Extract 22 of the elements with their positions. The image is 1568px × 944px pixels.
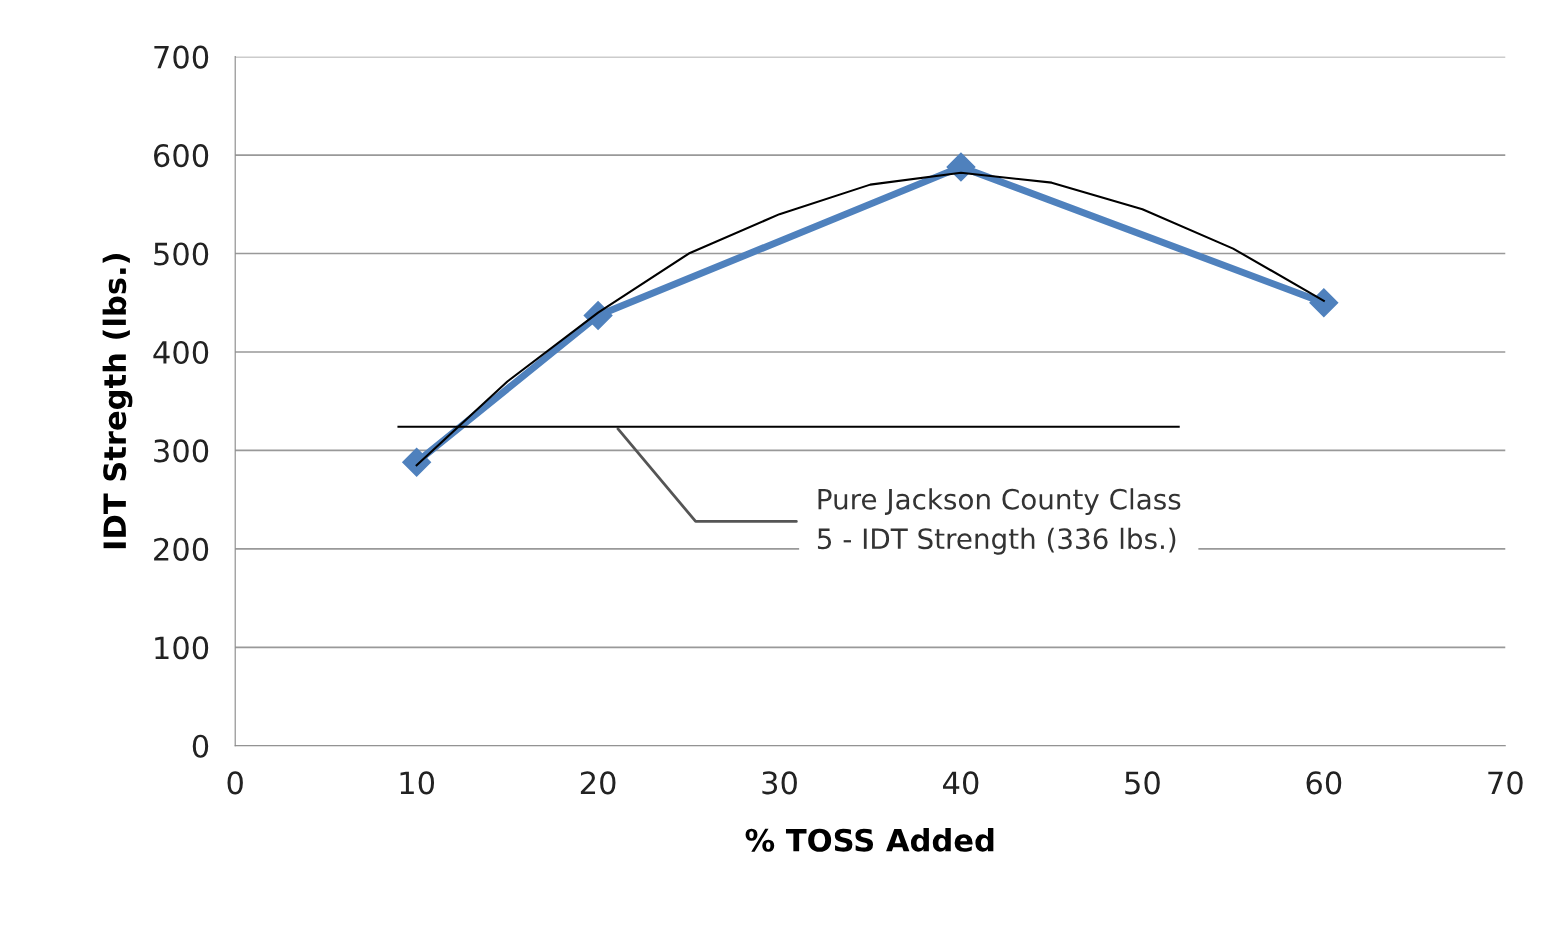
point — [946, 152, 976, 182]
annotation: Pure Jackson County Class 5 - IDT Strength (336 lbs.) — [817, 488, 1181, 555]
x-axis-title: % TOSS Added — [745, 828, 994, 852]
x-tick-label: 60 — [1306, 771, 1342, 795]
x-tick-label: 70 — [1488, 771, 1523, 795]
y-tick-label: 500 — [154, 242, 209, 266]
y-tick-label: 300 — [154, 439, 209, 463]
y-tick-label: 200 — [154, 537, 209, 561]
x-tick-label: 20 — [580, 771, 616, 795]
x-tick-label: 30 — [762, 771, 797, 795]
y-tick-label: 700 — [154, 45, 209, 69]
x-tick-label: 0 — [227, 771, 243, 795]
point — [402, 447, 432, 477]
y-tick-label: 600 — [154, 144, 209, 168]
y-tick-label: 400 — [153, 340, 209, 365]
y-tick-label: 0 — [192, 734, 209, 758]
y-axis-title: IDT Stregth (lbs.) — [102, 254, 133, 549]
x-tick-label: 40 — [943, 771, 979, 795]
point — [1309, 288, 1339, 318]
x-tick-label: 50 — [1125, 771, 1160, 795]
y-tick-label: 100 — [155, 636, 209, 660]
x-tick-label: 10 — [400, 771, 435, 795]
